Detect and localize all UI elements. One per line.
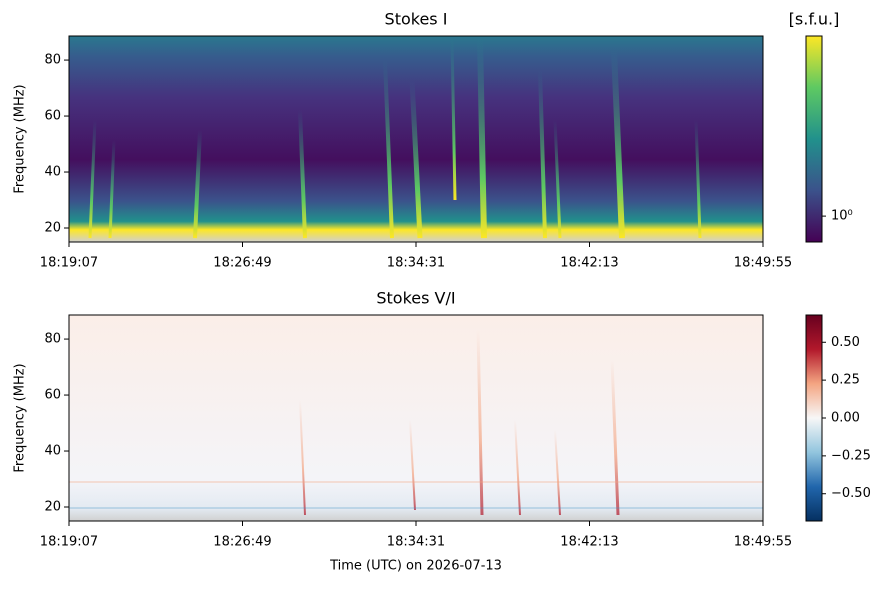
colorbar-tick-label: 0.00	[831, 411, 860, 426]
colorbar-tick-label: −0.50	[831, 486, 871, 501]
x-tick-label: 18:49:55	[734, 256, 792, 271]
panel	[69, 315, 763, 521]
colorbar-label: [s.f.u.]	[789, 10, 840, 29]
colorbar-tick-label: −0.25	[831, 448, 871, 463]
x-tick-label: 18:34:31	[387, 535, 445, 550]
y-tick-label: 40	[44, 444, 61, 459]
chart-title: Stokes I	[385, 10, 448, 29]
panel	[69, 36, 763, 242]
y-axis-label: Frequency (MHz)	[13, 84, 28, 193]
y-tick-label: 20	[44, 500, 61, 515]
x-tick-label: 18:42:13	[560, 256, 618, 271]
y-tick-label: 80	[44, 53, 61, 68]
y-tick-label: 40	[44, 165, 61, 180]
colorbar-tick-label: 10⁰	[831, 209, 853, 224]
y-tick-label: 80	[44, 332, 61, 347]
x-tick-label: 18:19:07	[40, 535, 98, 550]
bursts	[88, 37, 702, 239]
colorbar-tick-label: 0.50	[831, 335, 860, 350]
x-tick-label: 18:19:07	[40, 256, 98, 271]
heatmap-image	[69, 315, 763, 521]
colorbar	[805, 35, 823, 243]
x-tick-label: 18:49:55	[734, 535, 792, 550]
x-tick-label: 18:34:31	[387, 256, 445, 271]
x-axis-label: Time (UTC) on 2026-07-13	[329, 559, 502, 574]
y-axis-label: Frequency (MHz)	[13, 363, 28, 472]
y-tick-label: 60	[44, 109, 61, 124]
colorbar	[805, 314, 823, 522]
x-tick-label: 18:26:49	[213, 256, 271, 271]
y-tick-label: 60	[44, 388, 61, 403]
x-tick-label: 18:26:49	[213, 535, 271, 550]
colorbar-tick-label: 0.25	[831, 373, 860, 388]
y-tick-label: 20	[44, 221, 61, 236]
x-tick-label: 18:42:13	[560, 535, 618, 550]
chart-title: Stokes V/I	[376, 289, 455, 308]
bursts	[198, 329, 620, 516]
